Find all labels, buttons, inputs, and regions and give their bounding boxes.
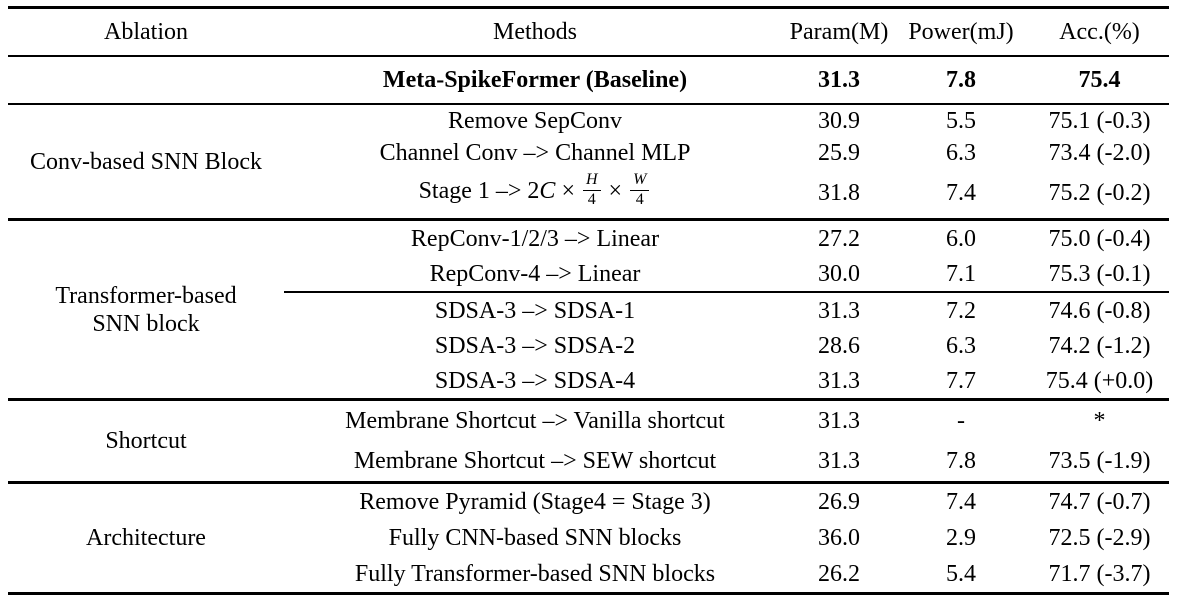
acc-cell: 72.5 (-2.9)	[1048, 525, 1151, 552]
table-row: Membrane Shortcut –> SEW shortcut 31.3 7…	[8, 441, 1169, 483]
math-times: ×	[608, 178, 623, 205]
power-cell: 7.4	[946, 179, 976, 206]
math-var-c: C	[539, 178, 556, 205]
acc-cell: 71.7 (-3.7)	[1048, 561, 1151, 588]
method-cell: SDSA-3 –> SDSA-4	[434, 367, 636, 394]
table-row: Conv-based SNN Block Remove SepConv 30.9…	[8, 104, 1169, 175]
method-cell: Remove Pyramid (Stage4 = Stage 3)	[359, 489, 711, 516]
col-header-power: Power(mJ)	[908, 19, 1014, 45]
param-cell: 31.3	[818, 367, 860, 394]
table-row: Fully CNN-based SNN blocks 36.0 2.9 72.5…	[8, 520, 1169, 556]
power-cell: 6.0	[946, 225, 976, 252]
col-header-acc: Acc.(%)	[1059, 19, 1140, 45]
param-cell: 31.3	[818, 408, 860, 435]
ablation-label-line2: SNN block	[92, 310, 200, 337]
acc-cell: 74.7 (-0.7)	[1048, 489, 1151, 516]
method-cell: Channel Conv –> Channel MLP	[379, 140, 691, 166]
acc-cell: 75.1 (-0.3)	[1048, 108, 1151, 134]
power-cell: 7.2	[946, 297, 976, 324]
param-cell: 26.2	[818, 561, 860, 588]
acc-cell: 75.4 (+0.0)	[1045, 367, 1154, 394]
param-cell: 30.0	[818, 260, 860, 287]
power-cell: 7.8	[946, 448, 976, 475]
ablation-cell-transformer: Transformer-based SNN block	[8, 220, 284, 400]
acc-cell: 75.0 (-0.4)	[1048, 225, 1151, 252]
ablation-table: Ablation Methods Param(M) Power(mJ) Acc.…	[8, 6, 1169, 596]
param-cell: 31.3	[818, 448, 860, 475]
power-cell: 7.7	[946, 367, 976, 394]
acc-cell: 74.2 (-1.2)	[1048, 332, 1151, 359]
table-row: SDSA-3 –> SDSA-2 28.6 6.3 74.2 (-1.2)	[8, 328, 1169, 363]
method-cell: Meta-SpikeFormer (Baseline)	[382, 67, 688, 93]
method-cell: Membrane Shortcut –> Vanilla shortcut	[345, 408, 725, 435]
math-times: ×	[561, 178, 575, 205]
ablation-cell-shortcut: Shortcut	[105, 428, 187, 455]
param-cell: 31.3	[818, 67, 860, 93]
param-cell: 28.6	[818, 332, 860, 359]
power-cell: 6.3	[946, 332, 976, 359]
method-cell: Fully Transformer-based SNN blocks	[354, 561, 716, 588]
table-row: RepConv-4 –> Linear 30.0 7.1 75.3 (-0.1)	[8, 256, 1169, 292]
col-header-param: Param(M)	[789, 19, 889, 45]
acc-cell: 75.2 (-0.2)	[1048, 179, 1151, 206]
power-cell: -	[957, 408, 965, 435]
table-row: Transformer-based SNN block RepConv-1/2/…	[8, 220, 1169, 337]
method-cell: Membrane Shortcut –> SEW shortcut	[353, 448, 717, 475]
param-cell: 30.9	[818, 108, 860, 134]
table-row: SDSA-3 –> SDSA-4 31.3 7.7 75.4 (+0.0)	[8, 363, 1169, 400]
method-cell: RepConv-4 –> Linear	[429, 260, 641, 287]
power-cell: 7.8	[946, 67, 976, 93]
method-cell: SDSA-3 –> SDSA-2	[434, 332, 636, 359]
method-cell: RepConv-1/2/3 –> Linear	[410, 225, 660, 252]
baseline-row: Meta-SpikeFormer (Baseline) 31.3 7.8 75.…	[8, 56, 1169, 104]
method-cell: SDSA-3 –> SDSA-1	[434, 297, 636, 324]
param-cell: 31.3	[818, 297, 860, 324]
method-cell: Fully CNN-based SNN blocks	[388, 525, 682, 552]
param-cell: 36.0	[818, 525, 860, 552]
table-row-partial-rule: SDSA-3 –> SDSA-1 31.3 7.2 74.6 (-0.8)	[8, 292, 1169, 328]
col-header-ablation: Ablation	[104, 19, 188, 45]
power-cell: 2.9	[946, 525, 976, 552]
param-cell: 27.2	[818, 225, 860, 252]
power-cell: 7.4	[946, 489, 976, 516]
param-cell: 31.8	[818, 179, 860, 206]
power-cell: 6.3	[946, 140, 976, 166]
acc-cell: 75.4	[1078, 67, 1121, 93]
param-cell: 26.9	[818, 489, 860, 516]
ablation-cell	[8, 56, 284, 104]
table-row: Channel Conv –> Channel MLP 25.9 6.3 73.…	[8, 137, 1169, 169]
acc-cell: 73.4 (-2.0)	[1048, 140, 1151, 166]
power-cell: 5.4	[946, 561, 976, 588]
ablation-label-line1: Transformer-based	[55, 282, 237, 309]
acc-cell: 73.5 (-1.9)	[1048, 448, 1151, 475]
math-prefix: Stage 1 –> 2	[418, 178, 540, 205]
param-cell: 25.9	[818, 140, 860, 166]
table-row: Shortcut Membrane Shortcut –> Vanilla sh…	[8, 400, 1169, 454]
header-row: Ablation Methods Param(M) Power(mJ) Acc.…	[8, 8, 1169, 56]
acc-cell: 75.3 (-0.1)	[1048, 260, 1151, 287]
ablation-cell-conv: Conv-based SNN Block	[30, 148, 262, 175]
power-cell: 7.1	[946, 260, 976, 287]
col-header-methods: Methods	[493, 19, 577, 45]
table-row: Fully Transformer-based SNN blocks 26.2 …	[8, 556, 1169, 594]
table-row: Architecture Remove Pyramid (Stage4 = St…	[8, 483, 1169, 551]
acc-cell: 74.6 (-0.8)	[1048, 297, 1151, 324]
acc-cell: *	[1093, 408, 1106, 435]
power-cell: 5.5	[946, 108, 976, 134]
method-cell: Remove SepConv	[448, 108, 622, 134]
ablation-cell-architecture: Architecture	[86, 525, 206, 552]
